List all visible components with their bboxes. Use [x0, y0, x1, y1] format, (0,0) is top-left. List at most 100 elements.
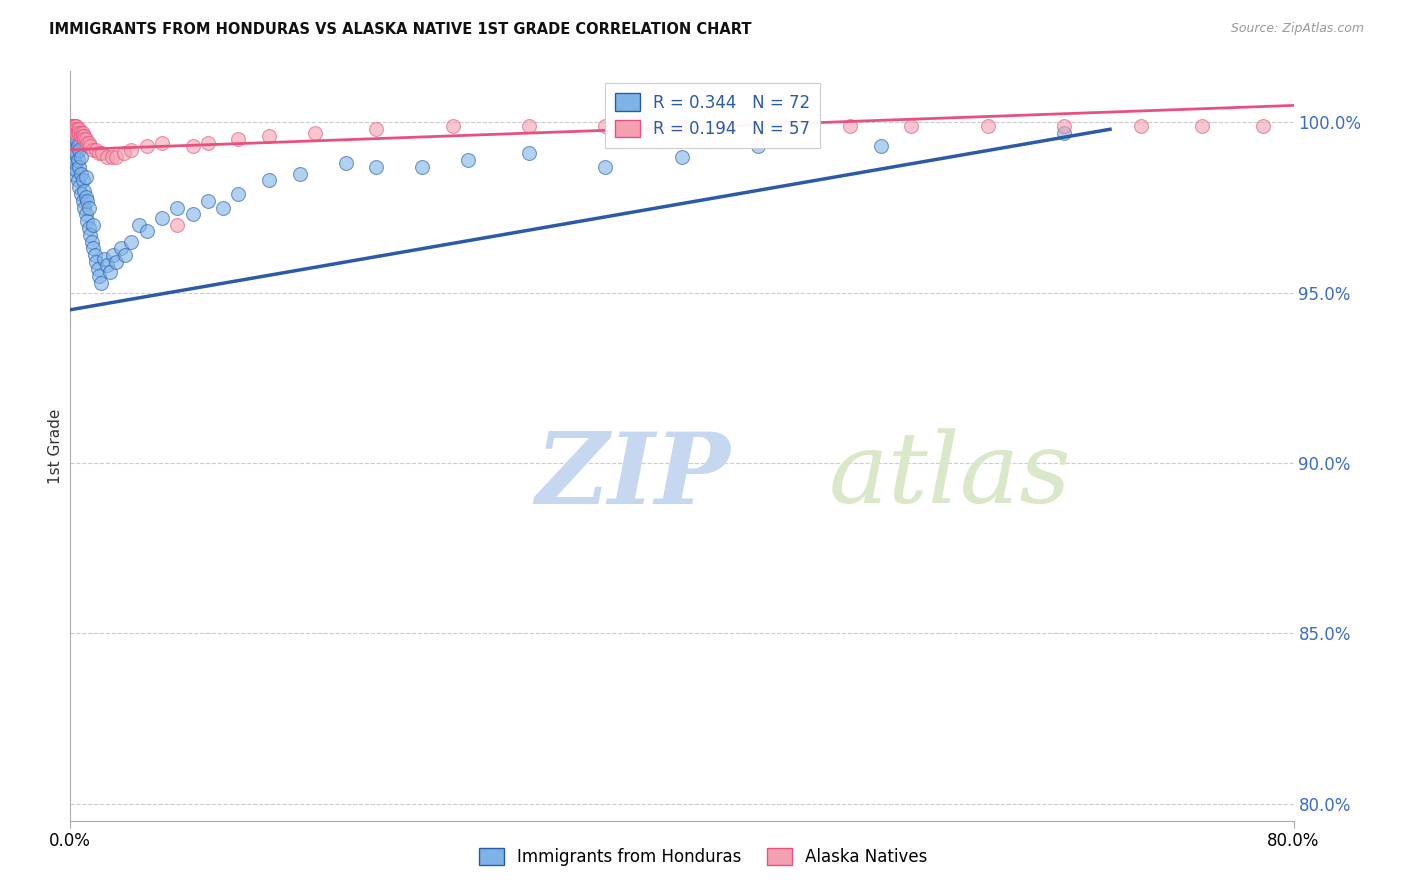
Point — [366, 160, 388, 174]
Point — [89, 268, 111, 283]
Point — [91, 146, 114, 161]
Point — [181, 139, 204, 153]
Point — [66, 122, 89, 136]
Point — [166, 201, 188, 215]
Point — [304, 126, 326, 140]
Point — [66, 139, 89, 153]
Point — [83, 248, 105, 262]
Point — [112, 146, 135, 161]
Point — [80, 235, 103, 249]
Point — [197, 136, 219, 150]
Point — [73, 184, 96, 198]
Point — [62, 136, 84, 150]
Point — [257, 129, 280, 144]
Point — [441, 119, 464, 133]
Point — [228, 132, 250, 146]
Point — [457, 153, 479, 167]
Point — [778, 119, 800, 133]
Point — [60, 126, 83, 140]
Point — [1251, 119, 1274, 133]
Point — [73, 129, 96, 144]
Point — [976, 119, 998, 133]
Point — [79, 227, 101, 242]
Point — [73, 201, 96, 215]
Point — [69, 160, 91, 174]
Point — [60, 139, 83, 153]
Point — [70, 186, 93, 201]
Point — [181, 207, 204, 221]
Point — [517, 146, 540, 161]
Point — [411, 160, 433, 174]
Point — [75, 132, 97, 146]
Point — [70, 129, 93, 144]
Point — [65, 126, 87, 140]
Point — [150, 136, 173, 150]
Point — [77, 136, 100, 150]
Point — [65, 146, 87, 161]
Point — [128, 218, 150, 232]
Point — [63, 143, 86, 157]
Point — [65, 122, 87, 136]
Point — [595, 119, 617, 133]
Point — [1053, 126, 1076, 140]
Point — [66, 153, 89, 167]
Point — [135, 139, 157, 153]
Point — [65, 163, 87, 178]
Point — [70, 167, 93, 181]
Point — [197, 194, 219, 208]
Point — [70, 126, 93, 140]
Point — [75, 207, 97, 221]
Point — [63, 156, 86, 170]
Point — [869, 139, 891, 153]
Point — [121, 235, 143, 249]
Point — [63, 119, 86, 133]
Point — [82, 143, 104, 157]
Point — [1191, 119, 1213, 133]
Point — [101, 248, 124, 262]
Point — [105, 149, 128, 163]
Point — [65, 132, 87, 146]
Point — [84, 255, 107, 269]
Point — [62, 122, 84, 136]
Point — [96, 259, 118, 273]
Point — [76, 136, 98, 150]
Point — [839, 119, 862, 133]
Point — [60, 160, 83, 174]
Point — [335, 156, 357, 170]
Point — [671, 149, 693, 163]
Point — [1053, 119, 1076, 133]
Point — [69, 180, 91, 194]
Point — [105, 255, 128, 269]
Point — [73, 132, 96, 146]
Point — [82, 218, 104, 232]
Point — [63, 122, 86, 136]
Point — [110, 242, 132, 256]
Point — [77, 221, 100, 235]
Point — [517, 119, 540, 133]
Point — [60, 122, 83, 136]
Point — [66, 173, 89, 187]
Point — [77, 201, 100, 215]
Point — [671, 119, 693, 133]
Point — [747, 139, 769, 153]
Text: ZIP: ZIP — [536, 428, 730, 524]
Point — [288, 167, 311, 181]
Point — [66, 126, 89, 140]
Point — [72, 126, 94, 140]
Y-axis label: 1st Grade: 1st Grade — [48, 409, 63, 483]
Point — [366, 122, 388, 136]
Point — [62, 119, 84, 133]
Point — [63, 129, 86, 144]
Point — [717, 119, 740, 133]
Point — [114, 248, 136, 262]
Point — [150, 211, 173, 225]
Point — [69, 126, 91, 140]
Point — [60, 119, 83, 133]
Point — [72, 129, 94, 144]
Point — [69, 122, 91, 136]
Point — [1129, 119, 1152, 133]
Point — [60, 119, 83, 133]
Point — [70, 149, 93, 163]
Point — [595, 160, 617, 174]
Point — [96, 149, 118, 163]
